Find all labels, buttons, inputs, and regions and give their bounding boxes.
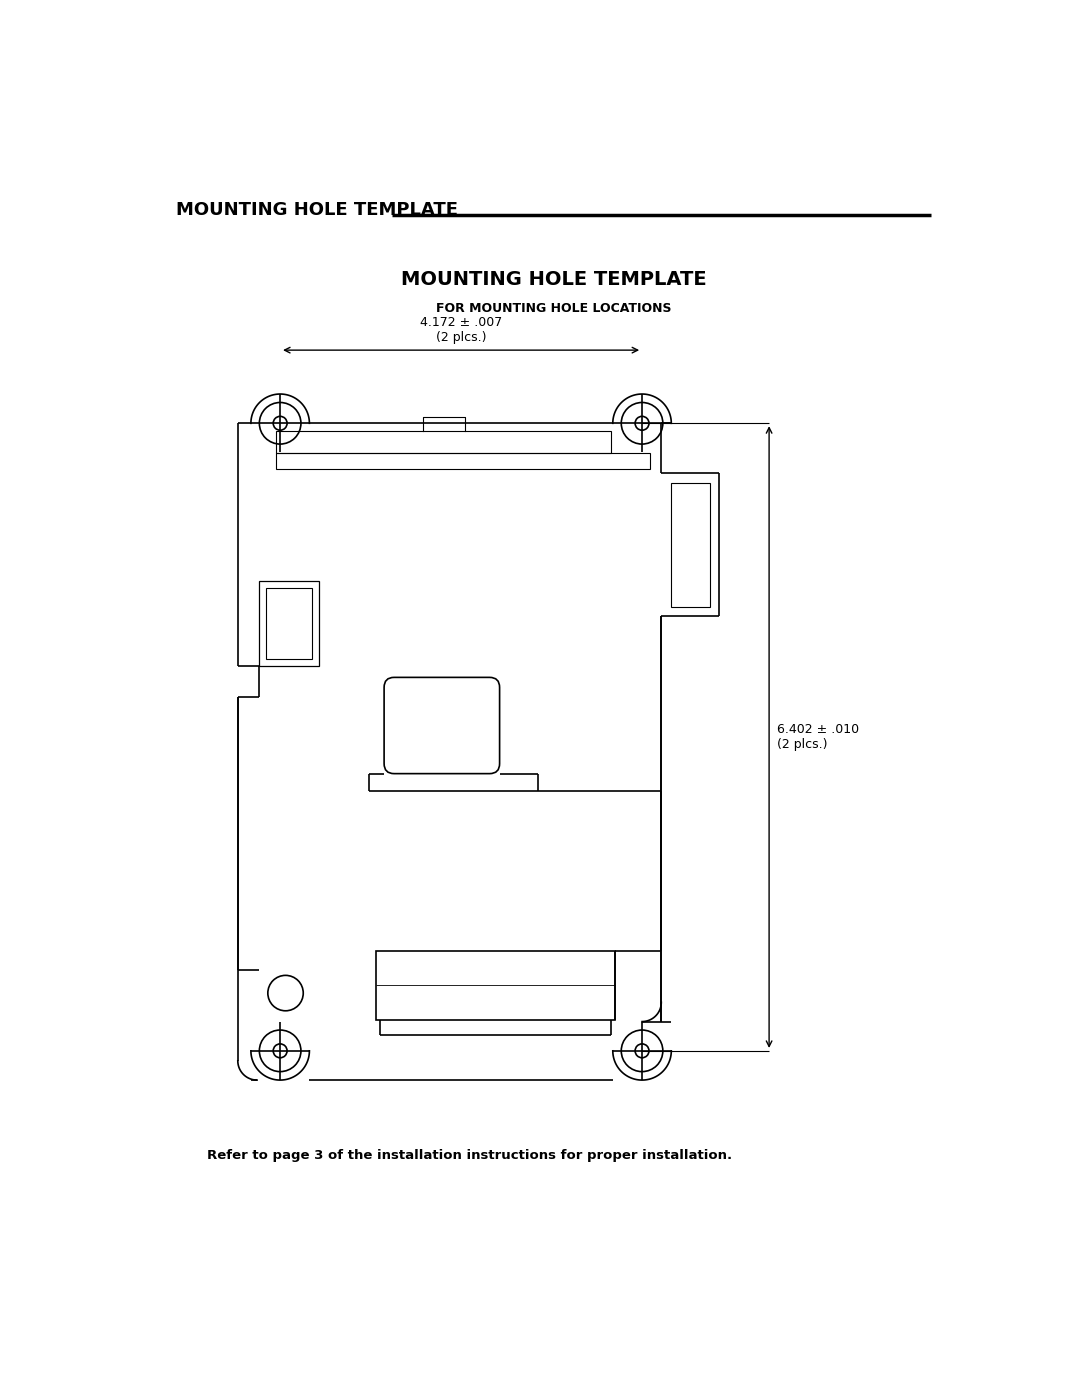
Text: 6.402 ± .010
(2 plcs.): 6.402 ± .010 (2 plcs.) [777,724,859,752]
Bar [671,482,710,606]
Text: MOUNTING HOLE TEMPLATE: MOUNTING HOLE TEMPLATE [401,270,706,289]
Bar [259,581,319,666]
Text: Refer to page 3 of the installation instructions for proper installation.: Refer to page 3 of the installation inst… [207,1150,732,1162]
Bar [276,432,611,453]
Text: FOR MOUNTING HOLE LOCATIONS: FOR MOUNTING HOLE LOCATIONS [435,303,672,316]
Text: 4.172 ± .007
(2 plcs.): 4.172 ± .007 (2 plcs.) [420,316,502,344]
Text: MOUNTING HOLE TEMPLATE: MOUNTING HOLE TEMPLATE [176,201,458,219]
Bar [266,588,312,659]
Bar [276,453,650,469]
Bar [377,951,616,1020]
